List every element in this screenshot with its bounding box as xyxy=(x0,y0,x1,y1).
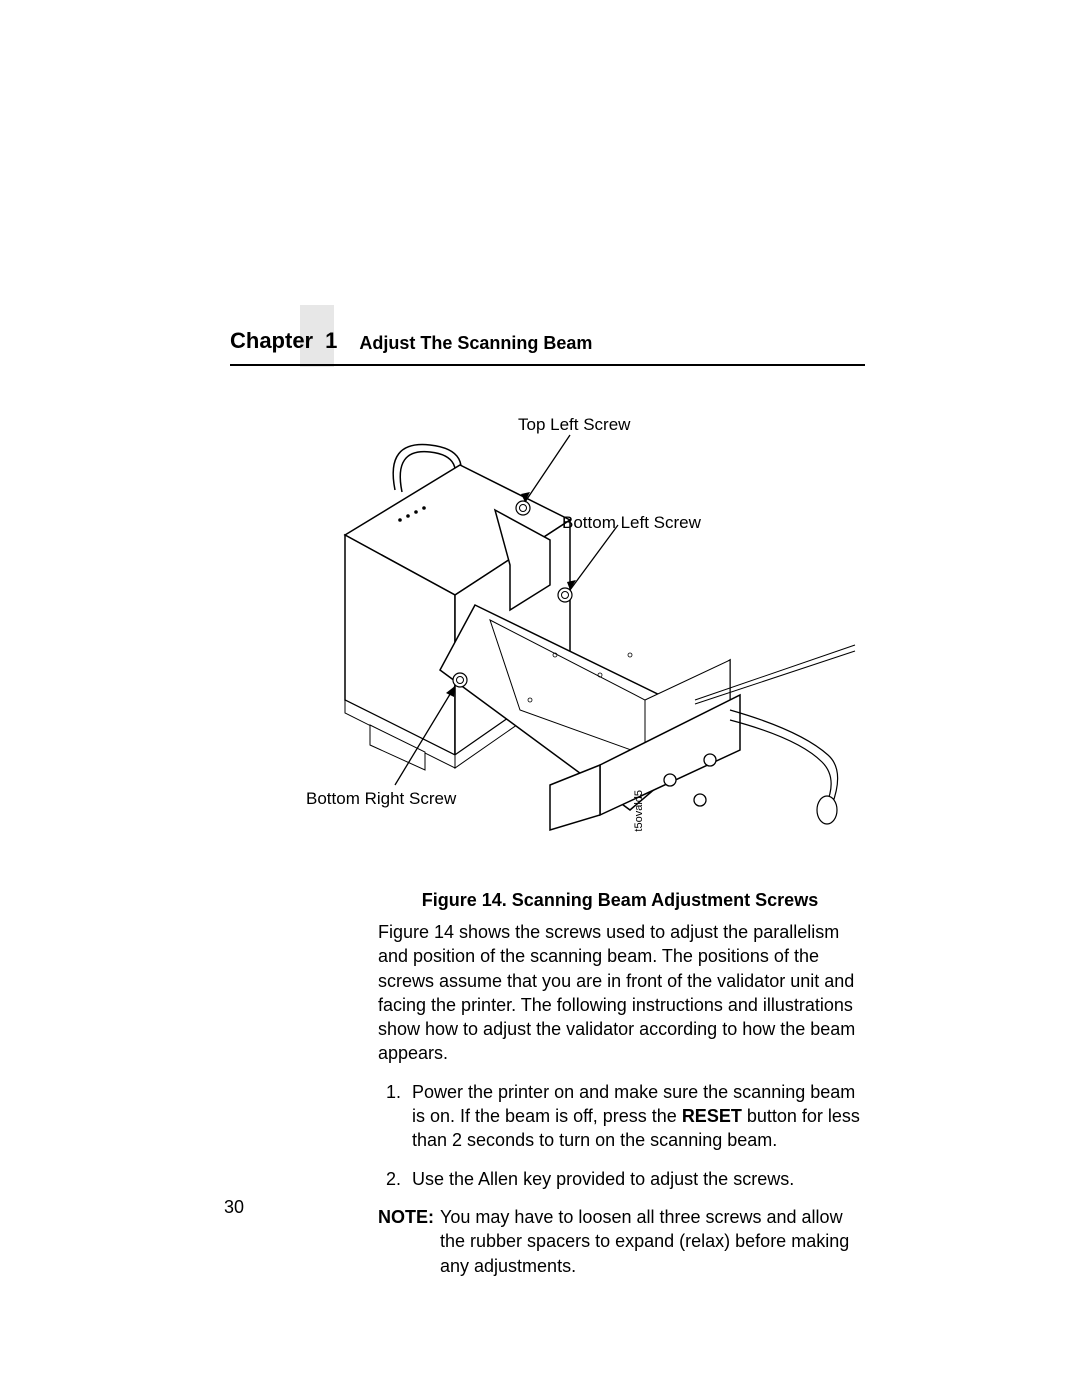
note-body: You may have to loosen all three screws … xyxy=(440,1205,868,1278)
reset-button-label: RESET xyxy=(682,1106,742,1126)
callout-bottom-right-screw: Bottom Right Screw xyxy=(306,788,456,811)
callout-bottom-left-screw: Bottom Left Screw xyxy=(562,512,701,535)
step-2: Use the Allen key provided to adjust the… xyxy=(406,1167,868,1191)
figure-source-id: t5ovald5 xyxy=(632,790,647,832)
note: NOTE: You may have to loosen all three s… xyxy=(378,1205,868,1278)
intro-paragraph: Figure 14 shows the screws used to adjus… xyxy=(378,920,868,1066)
note-label: NOTE: xyxy=(378,1205,434,1278)
callout-top-left-screw: Top Left Screw xyxy=(518,414,630,437)
body-text: Figure 14 shows the screws used to adjus… xyxy=(378,920,868,1278)
page-number: 30 xyxy=(224,1195,244,1219)
step-1: Power the printer on and make sure the s… xyxy=(406,1080,868,1153)
chapter-label: Chapter xyxy=(230,326,313,356)
chapter-number: 1 xyxy=(325,326,337,356)
figure-caption: Figure 14. Scanning Beam Adjustment Scre… xyxy=(375,888,865,912)
figure-scanning-beam-screws: Top Left Screw Bottom Left Screw Bottom … xyxy=(300,410,860,860)
page-header: Chapter 1 Adjust The Scanning Beam xyxy=(230,326,865,366)
section-title: Adjust The Scanning Beam xyxy=(359,331,592,355)
document-page: Chapter 1 Adjust The Scanning Beam xyxy=(0,0,1080,1397)
